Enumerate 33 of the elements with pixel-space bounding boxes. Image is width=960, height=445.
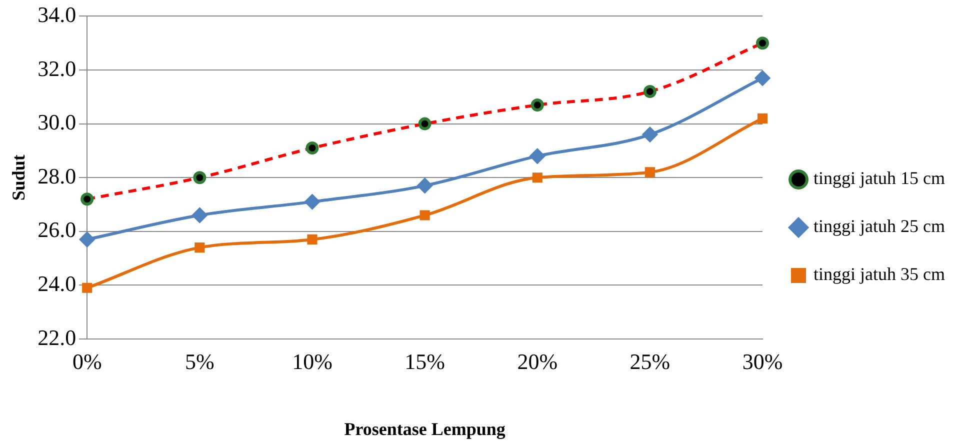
x-tick-label: 25%: [630, 348, 670, 374]
y-tick-label: 22.0: [38, 324, 76, 350]
y-tick-label: 30.0: [38, 110, 76, 135]
y-tick-label: 24.0: [38, 270, 76, 296]
point: [532, 172, 542, 183]
legend-label: tinggi jatuh 15 cm: [814, 168, 945, 188]
point: [192, 208, 208, 223]
x-tick-label: 15%: [404, 348, 445, 374]
point: [530, 148, 545, 164]
point: [757, 113, 768, 124]
y-tick-label: 28.0: [38, 163, 76, 188]
x-tick-label: 20%: [517, 348, 558, 374]
y-axis-title: Sudut: [8, 154, 28, 201]
legend-label: tinggi jatuh 25 cm: [814, 216, 945, 236]
point: [307, 234, 318, 245]
point: [194, 242, 205, 253]
x-tick-label: 0%: [72, 348, 102, 374]
y-tick-label: 34.0: [38, 2, 76, 27]
point: [420, 210, 430, 220]
legend-label: tinggi jatuh 35 cm: [814, 264, 945, 284]
point: [417, 178, 432, 194]
y-tick-label: 26.0: [38, 217, 76, 242]
x-axis-title: Prosentase Lempung: [344, 418, 506, 439]
point: [642, 127, 658, 142]
point: [755, 70, 770, 86]
point: [304, 194, 320, 210]
y-tick-label: 32.0: [38, 56, 76, 81]
x-tick-label: 5%: [185, 348, 214, 374]
point: [644, 167, 655, 178]
x-tick-label: 30%: [742, 348, 783, 374]
point: [80, 232, 95, 247]
x-tick-label: 10%: [292, 348, 332, 374]
point: [82, 282, 92, 293]
